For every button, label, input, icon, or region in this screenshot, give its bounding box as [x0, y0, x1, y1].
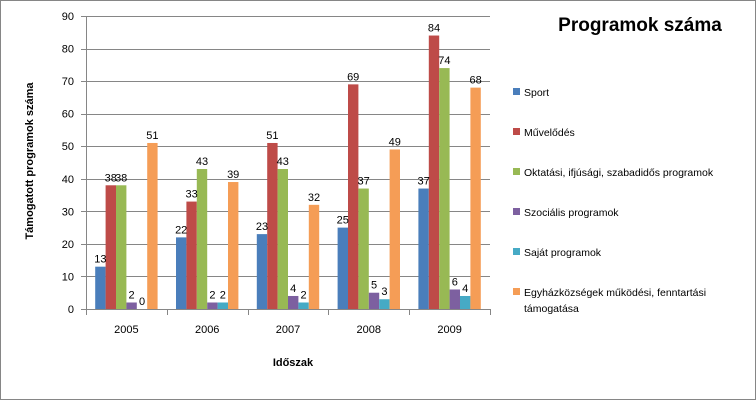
bar	[418, 188, 429, 309]
legend-swatch	[513, 88, 520, 95]
data-label: 43	[196, 156, 208, 168]
data-label: 37	[417, 176, 429, 188]
y-tick-label: 30	[62, 206, 74, 218]
bar	[308, 204, 320, 309]
bar	[449, 289, 460, 309]
data-label: 25	[337, 215, 349, 227]
y-axis-title: Támogatott programok száma	[24, 82, 36, 240]
data-label: 51	[266, 130, 278, 142]
data-label: 0	[139, 296, 145, 308]
bar	[470, 87, 481, 310]
data-label: 2	[220, 289, 226, 301]
legend-label: Egyházközségek működési, fenntartási	[524, 287, 706, 299]
data-label: 2	[301, 289, 307, 301]
y-tick-label: 60	[62, 109, 74, 121]
legend-label: Művelődés	[524, 127, 575, 139]
bar	[298, 302, 309, 309]
y-tick-label: 70	[62, 76, 74, 88]
data-label: 23	[256, 221, 268, 233]
data-label: 39	[227, 169, 239, 181]
x-tick-label: 2006	[195, 324, 219, 336]
axes	[81, 16, 491, 315]
data-label: 43	[277, 156, 289, 168]
bar	[217, 302, 228, 309]
y-tick-label: 40	[62, 174, 74, 186]
bar	[186, 201, 197, 309]
data-label: 3	[381, 286, 387, 298]
bar	[368, 292, 380, 309]
legend-label: Sport	[524, 87, 549, 99]
bar	[105, 185, 116, 309]
bar	[288, 295, 299, 309]
data-label: 38	[105, 172, 117, 184]
bar	[277, 169, 288, 309]
data-label: 51	[146, 130, 158, 142]
legend-label: Oktatási, ifjúsági, szabadidős programok	[524, 167, 714, 179]
bar	[460, 295, 471, 309]
y-tick-label: 90	[62, 11, 74, 23]
bar	[147, 142, 158, 309]
data-label: 68	[469, 75, 481, 87]
data-label: 4	[462, 283, 468, 295]
bar	[439, 68, 450, 309]
bar	[379, 299, 390, 309]
data-label: 38	[115, 172, 127, 184]
x-tick-labels: 2005 2006 2007 2008 2009	[114, 324, 462, 336]
bar	[95, 266, 106, 309]
bar	[348, 84, 359, 310]
y-tick-label: 20	[62, 239, 74, 251]
bar	[228, 182, 239, 309]
bar	[256, 234, 268, 309]
bar	[176, 237, 187, 309]
data-label: 2	[129, 289, 135, 301]
bar	[267, 142, 278, 309]
bar	[337, 227, 348, 309]
x-axis-title: Időszak	[273, 357, 314, 369]
y-tick-label: 0	[68, 304, 74, 316]
legend-swatch	[513, 248, 520, 255]
data-label: 84	[428, 23, 440, 35]
data-label: 33	[185, 189, 197, 201]
legend-swatch	[513, 208, 520, 215]
bar	[196, 169, 208, 309]
data-label: 74	[438, 55, 450, 67]
data-label: 13	[94, 254, 106, 266]
chart-title: Programok száma	[558, 15, 722, 36]
data-label: 2	[209, 289, 215, 301]
data-label: 4	[290, 283, 296, 295]
bars	[95, 35, 481, 310]
x-tick-label: 2008	[357, 324, 381, 336]
bar	[389, 149, 400, 309]
y-tick-label: 10	[62, 271, 74, 283]
bar	[358, 188, 369, 309]
data-label: 22	[175, 224, 187, 236]
data-label: 37	[357, 176, 369, 188]
data-label: 69	[347, 71, 359, 83]
data-label: 49	[389, 136, 401, 148]
y-tick-labels: 0 10 20 30 40 50 60 70 80 90	[62, 11, 74, 316]
bar	[428, 35, 440, 309]
y-tick-label: 50	[62, 141, 74, 153]
legend-label: Saját programok	[524, 247, 602, 259]
data-label: 6	[452, 276, 458, 288]
data-label: 5	[371, 280, 377, 292]
legend-label: Szociális programok	[524, 207, 619, 219]
bar	[207, 302, 218, 309]
legend-swatch	[513, 288, 520, 295]
legend: Sport Művelődés Oktatási, ifjúsági, szabad…	[513, 87, 714, 315]
x-tick-label: 2009	[437, 324, 461, 336]
bar	[126, 302, 137, 309]
legend-label: támogatása	[524, 303, 579, 315]
y-tick-label: 80	[62, 44, 74, 56]
legend-swatch	[513, 168, 520, 175]
legend-swatch	[513, 128, 520, 135]
bar	[116, 185, 127, 309]
data-label: 32	[308, 192, 320, 204]
x-tick-label: 2007	[276, 324, 300, 336]
x-tick-label: 2005	[114, 324, 138, 336]
